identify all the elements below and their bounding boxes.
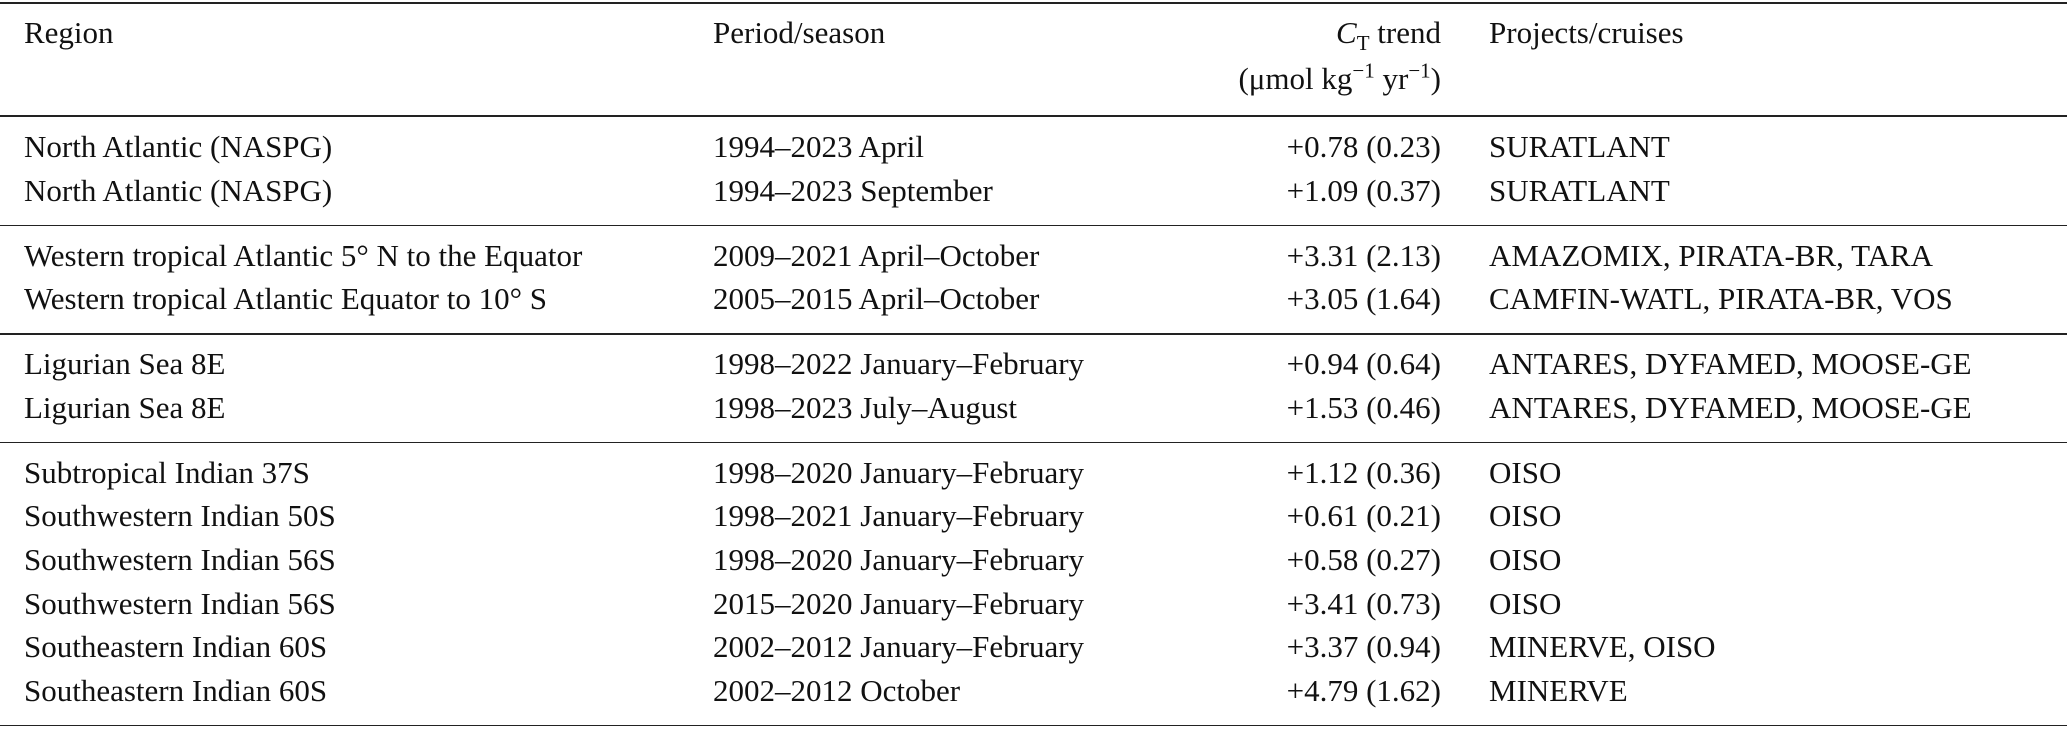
trend-subscript: T bbox=[1356, 31, 1370, 56]
projects-cell: MINERVE bbox=[1489, 672, 1628, 708]
unit-part: ) bbox=[1430, 61, 1441, 96]
trend-cell: +1.53 (0.46) bbox=[1286, 389, 1441, 425]
header-trend: CT trend bbox=[1336, 13, 1441, 56]
region-cell: Southwestern Indian 56S bbox=[24, 542, 336, 577]
period-cell: 1998–2023 July–August bbox=[713, 389, 1017, 425]
region-cell: Southwestern Indian 50S bbox=[24, 498, 336, 534]
period-cell: 2005–2015 April–October bbox=[713, 281, 1040, 317]
header-rule bbox=[0, 115, 2067, 117]
trend-cell: +0.58 (0.27) bbox=[1286, 542, 1441, 577]
region-cell: Western tropical Atlantic 5° N to the Eq… bbox=[24, 237, 583, 273]
projects-cell: OISO bbox=[1489, 585, 1562, 621]
header-period: Period/season bbox=[713, 15, 886, 50]
period-cell: 2002–2012 October bbox=[713, 672, 961, 708]
projects-cell: AMAZOMIX, PIRATA-BR, TARA bbox=[1489, 237, 1933, 273]
trend-cell: +0.94 (0.64) bbox=[1286, 346, 1441, 382]
trend-cell: +3.37 (0.94) bbox=[1286, 629, 1441, 665]
projects-cell: MINERVE, OISO bbox=[1489, 629, 1716, 665]
group-rule bbox=[0, 441, 2067, 444]
header-region: Region bbox=[24, 15, 114, 50]
projects-cell: OISO bbox=[1489, 454, 1562, 490]
trend-cell: +3.05 (1.64) bbox=[1286, 281, 1441, 317]
header-projects: Projects/cruises bbox=[1489, 15, 1684, 50]
bottom-rule bbox=[0, 724, 2067, 727]
unit-part: (μmol kg bbox=[1238, 61, 1353, 96]
period-cell: 2009–2021 April–October bbox=[713, 237, 1040, 273]
group-rule bbox=[0, 333, 2067, 335]
header-unit: (μmol kg−1 yr−1) bbox=[1238, 59, 1441, 99]
trend-cell: +0.78 (0.23) bbox=[1286, 129, 1441, 164]
trend-cell: +1.12 (0.36) bbox=[1286, 454, 1441, 490]
unit-part: yr bbox=[1382, 61, 1409, 96]
region-cell: Southwestern Indian 56S bbox=[24, 585, 336, 621]
period-cell: 1998–2020 January–February bbox=[713, 454, 1085, 490]
trend-cell: +0.61 (0.21) bbox=[1286, 498, 1441, 534]
projects-cell: OISO bbox=[1489, 498, 1562, 534]
region-cell: Ligurian Sea 8E bbox=[24, 389, 226, 425]
period-cell: 1994–2023 September bbox=[713, 172, 993, 208]
projects-cell: OISO bbox=[1489, 542, 1562, 577]
period-cell: 2015–2020 January–February bbox=[713, 585, 1085, 621]
trend-label: trend bbox=[1377, 15, 1441, 50]
trend-cell: +3.31 (2.13) bbox=[1286, 237, 1441, 273]
region-cell: North Atlantic (NASPG) bbox=[24, 129, 333, 164]
period-cell: 1998–2022 January–February bbox=[713, 346, 1085, 382]
period-cell: 2002–2012 January–February bbox=[713, 629, 1085, 665]
trend-cell: +3.41 (0.73) bbox=[1286, 585, 1441, 621]
projects-cell: SURATLANT bbox=[1489, 172, 1670, 208]
projects-cell: ANTARES, DYFAMED, MOOSE-GE bbox=[1489, 346, 1972, 382]
top-rule bbox=[0, 2, 2067, 4]
region-cell: Southeastern Indian 60S bbox=[24, 629, 328, 665]
region-cell: Subtropical Indian 37S bbox=[24, 454, 310, 490]
trend-cell: +1.09 (0.37) bbox=[1286, 172, 1441, 208]
trend-symbol: C bbox=[1336, 15, 1357, 50]
region-cell: North Atlantic (NASPG) bbox=[24, 172, 333, 208]
region-cell: Southeastern Indian 60S bbox=[24, 672, 328, 708]
group-rule bbox=[0, 224, 2067, 227]
unit-exponent: −1 bbox=[1352, 58, 1375, 83]
period-cell: 1994–2023 April bbox=[713, 129, 924, 164]
projects-cell: SURATLANT bbox=[1489, 129, 1670, 164]
region-cell: Western tropical Atlantic Equator to 10°… bbox=[24, 281, 548, 317]
period-cell: 1998–2020 January–February bbox=[713, 542, 1085, 577]
period-cell: 1998–2021 January–February bbox=[713, 498, 1085, 534]
unit-exponent: −1 bbox=[1408, 58, 1431, 83]
projects-cell: ANTARES, DYFAMED, MOOSE-GE bbox=[1489, 389, 1972, 425]
region-cell: Ligurian Sea 8E bbox=[24, 346, 226, 382]
projects-cell: CAMFIN-WATL, PIRATA-BR, VOS bbox=[1489, 281, 1953, 317]
trend-cell: +4.79 (1.62) bbox=[1286, 672, 1441, 708]
